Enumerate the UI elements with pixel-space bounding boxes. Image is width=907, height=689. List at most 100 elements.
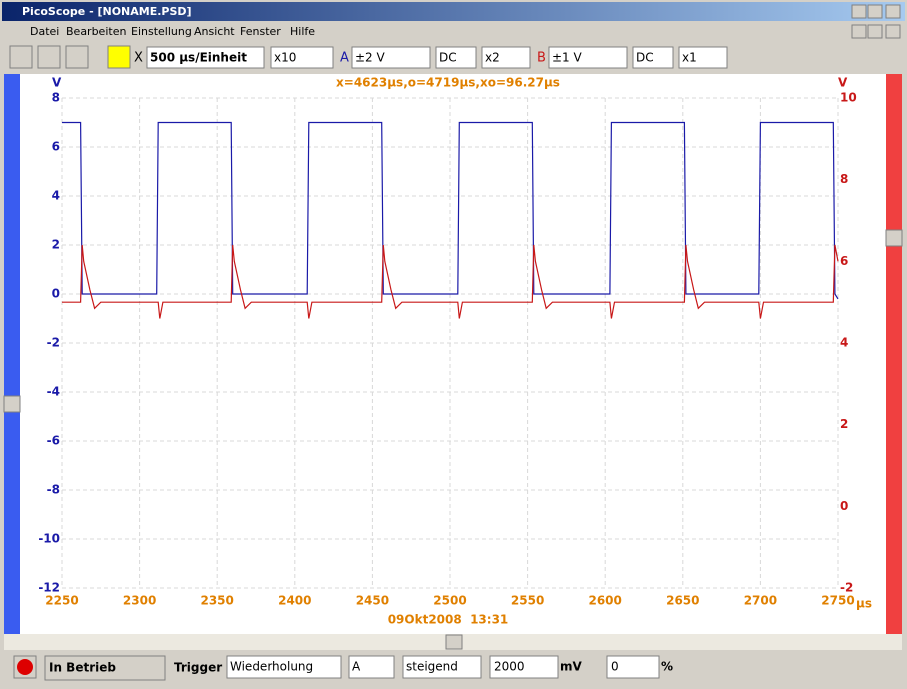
menu-bar: Datei Bearbeiten Einstellung Ansicht Fenster… <box>30 25 315 38</box>
x-unit: µs <box>856 597 872 611</box>
gain-a: x2 <box>485 51 500 65</box>
y-tick-label: -4 <box>47 385 60 399</box>
level-unit: mV <box>560 660 583 674</box>
y-unit: V <box>52 76 62 90</box>
title-bar <box>2 2 905 21</box>
right-scrollbar[interactable] <box>886 74 902 634</box>
coupling-a-select[interactable] <box>435 46 477 69</box>
y-tick-label: 8 <box>52 91 60 105</box>
mdi-buttons[interactable] <box>851 24 901 39</box>
gain-a-select[interactable] <box>481 46 531 69</box>
x-tick-label: 2450 <box>356 594 389 608</box>
range-a: ±2 V <box>355 51 386 65</box>
y-tick-label: 0 <box>52 287 60 301</box>
x-tick-label: 2600 <box>588 594 621 608</box>
y-tick-label: -8 <box>47 483 60 497</box>
close-btn[interactable] <box>885 24 901 39</box>
restore-btn[interactable] <box>867 24 883 39</box>
x-tick-label: 2550 <box>511 594 544 608</box>
window-title: PicoScope - [NONAME.PSD] <box>22 5 192 18</box>
y-tick-label: 2 <box>52 238 60 252</box>
stop-icon <box>17 659 33 675</box>
coupling-b: DC <box>636 51 654 65</box>
y2-tick-label: -2 <box>840 581 853 595</box>
delay-unit: % <box>661 660 673 674</box>
menu-item[interactable]: Datei <box>30 25 59 38</box>
zoom-select[interactable] <box>270 46 334 69</box>
annotation: x=4623µs,o=4719µs,xo=96.27µs <box>336 76 560 90</box>
x-tick-label: 2750 <box>821 594 854 608</box>
h-thumb[interactable] <box>445 634 463 650</box>
min-btn[interactable] <box>851 4 867 19</box>
tool-spectrum[interactable] <box>37 45 61 69</box>
trace <box>62 244 839 319</box>
delay-input[interactable] <box>606 655 660 679</box>
max-btn[interactable] <box>867 4 883 19</box>
menu-item[interactable]: Fenster <box>240 25 281 38</box>
tool-scope[interactable] <box>9 45 33 69</box>
menu-item[interactable]: Ansicht <box>194 25 235 38</box>
edge: steigend <box>406 660 458 674</box>
menu-item[interactable]: Einstellung <box>131 25 192 38</box>
coupling-a: DC <box>439 51 457 65</box>
zoom: x10 <box>274 51 296 65</box>
trigger-channel: A <box>352 660 361 674</box>
left-scrollbar[interactable] <box>4 74 20 634</box>
channel-a: A <box>340 51 349 66</box>
min-btn[interactable] <box>851 24 867 39</box>
y-tick-label: -10 <box>38 532 60 546</box>
timebase-select[interactable] <box>146 46 265 69</box>
gain-b: x1 <box>682 51 697 65</box>
state: In Betrieb <box>49 661 116 675</box>
menu-item[interactable]: Hilfe <box>290 25 315 38</box>
level-input[interactable] <box>489 655 559 679</box>
y-tick-label: 6 <box>52 140 60 154</box>
y2-tick-label: 2 <box>840 417 848 431</box>
y-tick-label: -6 <box>47 434 60 448</box>
tool-meter[interactable] <box>65 45 89 69</box>
gain-b-select[interactable] <box>678 46 728 69</box>
x-tick-label: 2500 <box>433 594 466 608</box>
x-tick-label: 2700 <box>744 594 777 608</box>
y2-tick-label: 6 <box>840 254 848 268</box>
state-box <box>44 655 166 681</box>
status-bar: In Betrieb Trigger Wiederholung A steige… <box>13 655 673 681</box>
range-b-select[interactable] <box>548 46 628 69</box>
edge-select[interactable] <box>402 655 482 679</box>
tool-trigger[interactable] <box>107 45 131 69</box>
chart: x=4623µs,o=4719µs,xo=96.27µs 09Okt2008 1… <box>38 76 872 627</box>
y2-tick-label: 4 <box>840 336 848 350</box>
x-tick-label: 2350 <box>200 594 233 608</box>
level: 2000 <box>494 660 525 674</box>
range-b: ±1 V <box>552 51 583 65</box>
trigger-label: Trigger <box>174 661 222 675</box>
channel-select[interactable] <box>348 655 395 679</box>
y-tick-label: -2 <box>47 336 60 350</box>
range-a-select[interactable] <box>351 46 431 69</box>
coupling-b-select[interactable] <box>632 46 674 69</box>
date: 09Okt2008 13:31 <box>388 613 509 627</box>
plot-area <box>20 74 886 634</box>
delay: 0 <box>611 660 619 674</box>
window-buttons[interactable] <box>851 4 901 19</box>
x-tick-label: 2250 <box>45 594 78 608</box>
mode: Wiederholung <box>230 660 313 674</box>
mode-select[interactable] <box>226 655 342 679</box>
toolbar: X 500 µs/Einheit x10 A ±2 V DC x2 B ±1 V… <box>9 45 728 69</box>
y2-tick-label: 8 <box>840 172 848 186</box>
y2-tick-label: 10 <box>840 91 857 105</box>
right-thumb[interactable] <box>885 229 903 247</box>
left-thumb[interactable] <box>3 395 21 413</box>
close-btn[interactable] <box>885 4 901 19</box>
menu-item[interactable]: Bearbeiten <box>66 25 126 38</box>
y2-unit: V <box>838 76 848 90</box>
tb-x: X <box>134 51 143 66</box>
y-tick-label: -12 <box>38 581 60 595</box>
y-tick-label: 4 <box>52 189 60 203</box>
x-tick-label: 2650 <box>666 594 699 608</box>
channel-b: B <box>537 51 546 66</box>
timebase: 500 µs/Einheit <box>150 51 247 65</box>
x-tick-label: 2300 <box>123 594 156 608</box>
